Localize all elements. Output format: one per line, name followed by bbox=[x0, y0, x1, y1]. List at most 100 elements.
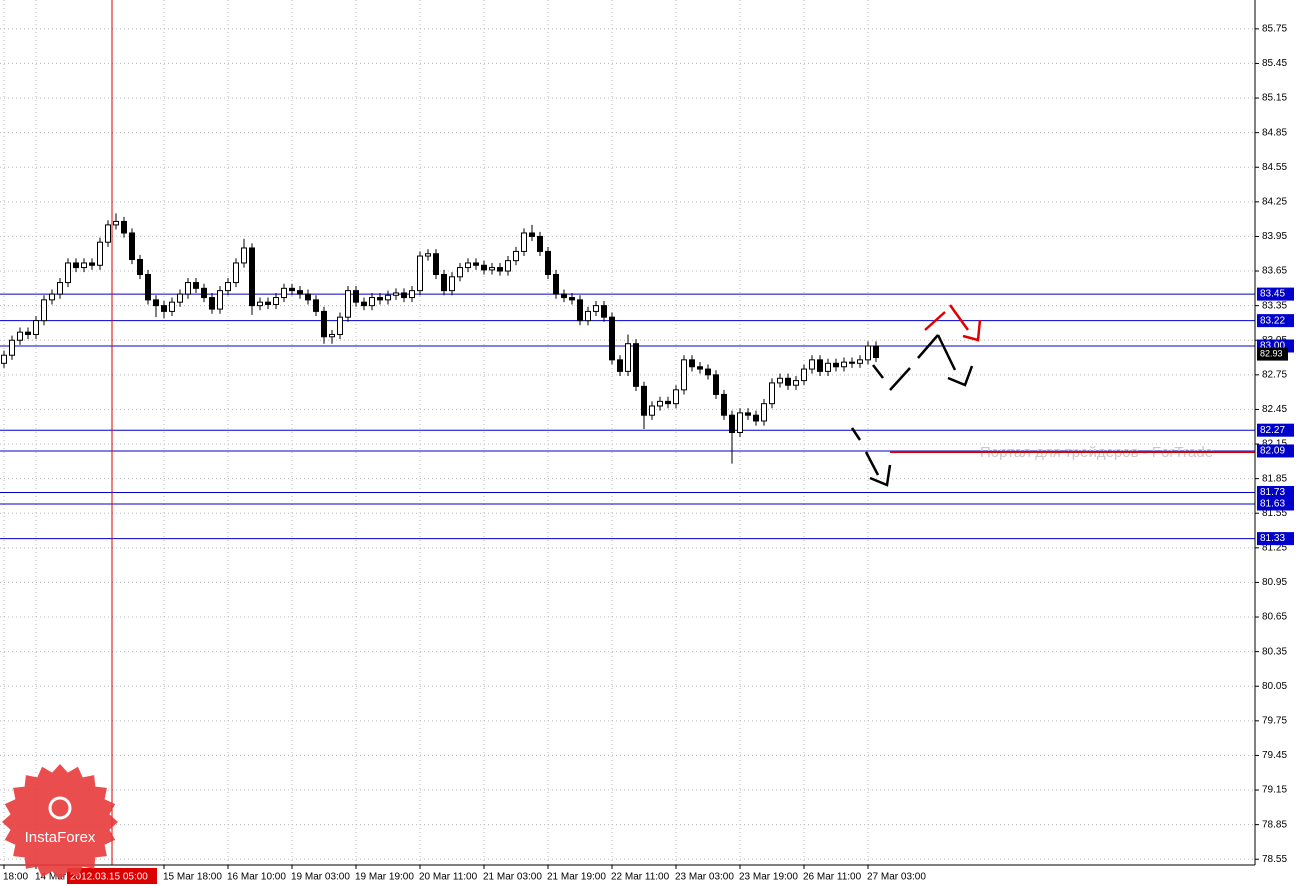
candle-body bbox=[57, 282, 63, 295]
y-tick-label: 81.85 bbox=[1262, 473, 1287, 484]
candle-body bbox=[161, 305, 167, 312]
candle-body bbox=[809, 359, 815, 370]
level-label-box bbox=[1257, 423, 1294, 437]
level-label-box bbox=[1257, 287, 1294, 301]
candle-body bbox=[297, 290, 303, 295]
y-axis-labels: 85.75 85.45 85.15 84.85 84.55 84.25 83.95 83.65… bbox=[1255, 23, 1294, 865]
forecast-black bbox=[850, 334, 974, 487]
candle-body bbox=[233, 262, 239, 284]
forecast-arrow bbox=[947, 365, 974, 387]
candle-body bbox=[49, 293, 55, 301]
crosshair-label: 2012.03.15 05:00 bbox=[70, 872, 148, 883]
candle-body bbox=[505, 260, 511, 272]
y-tick-label: 85.45 bbox=[1262, 58, 1287, 69]
forecast-segment bbox=[872, 364, 884, 379]
candle-body bbox=[193, 282, 199, 289]
candle-body bbox=[89, 262, 95, 266]
crosshair-label-box bbox=[67, 868, 157, 884]
y-tick-label: 85.15 bbox=[1262, 93, 1287, 104]
level-label: 82.09 bbox=[1260, 446, 1285, 457]
candle-body bbox=[793, 380, 799, 386]
candle-body bbox=[433, 253, 439, 275]
candle-body bbox=[601, 305, 607, 318]
level-label-box bbox=[1257, 497, 1294, 511]
candle-body bbox=[513, 250, 519, 262]
candle-body bbox=[41, 299, 47, 322]
y-tick-label: 83.35 bbox=[1262, 300, 1287, 311]
x-tick-label: 27 Mar 03:00 bbox=[867, 872, 926, 883]
forecast-arrow bbox=[962, 319, 982, 342]
y-tick-label: 83.65 bbox=[1262, 266, 1287, 277]
y-tick-label: 82.15 bbox=[1262, 439, 1287, 450]
y-tick-label: 80.65 bbox=[1262, 612, 1287, 623]
candle-body bbox=[817, 359, 823, 372]
candle-body bbox=[217, 290, 223, 310]
candle-body bbox=[777, 377, 783, 384]
forecast-segment bbox=[864, 451, 880, 476]
x-tick-label: 23 Mar 19:00 bbox=[739, 872, 798, 883]
level-label: 81.33 bbox=[1260, 533, 1285, 544]
y-tick-label: 80.95 bbox=[1262, 577, 1287, 588]
candle-body bbox=[665, 400, 671, 405]
candle-body bbox=[529, 232, 535, 237]
candle-body bbox=[153, 299, 159, 307]
candle-body bbox=[585, 310, 591, 322]
x-tick-label: 19 Mar 03:00 bbox=[291, 872, 350, 883]
x-tick-label: 15 Mar 18:00 bbox=[163, 872, 222, 883]
candle-body bbox=[145, 273, 151, 301]
forecast-segment bbox=[924, 311, 946, 331]
candle-body bbox=[673, 389, 679, 405]
candle-body bbox=[721, 393, 727, 416]
candle-body bbox=[329, 333, 335, 338]
candle-body bbox=[489, 267, 495, 271]
candle-body bbox=[113, 220, 119, 226]
candle-body bbox=[321, 310, 327, 338]
candle-body bbox=[873, 345, 879, 359]
candle-body bbox=[729, 414, 735, 434]
level-label: 83.45 bbox=[1260, 289, 1285, 300]
y-tick-label: 84.85 bbox=[1262, 127, 1287, 138]
candle-body bbox=[593, 305, 599, 312]
candle-body bbox=[865, 345, 871, 361]
x-tick-label: 26 Mar 11:00 bbox=[803, 872, 862, 883]
x-tick-label: 14 Mar bbox=[35, 872, 67, 883]
candle-body bbox=[833, 362, 839, 368]
candle-body bbox=[441, 273, 447, 292]
forecast-segment bbox=[917, 334, 939, 359]
candle-body bbox=[201, 287, 207, 299]
level-label-box bbox=[1257, 444, 1294, 458]
x-tick-label: 20 Mar 11:00 bbox=[419, 872, 478, 883]
x-tick-label: 16 Mar 10:00 bbox=[227, 872, 286, 883]
candle-body bbox=[313, 299, 319, 312]
candle-body bbox=[857, 359, 863, 364]
candle-body bbox=[457, 267, 463, 278]
candle-body bbox=[33, 320, 39, 335]
candle-body bbox=[73, 262, 79, 269]
candle-body bbox=[9, 339, 15, 356]
price-label-box bbox=[1257, 347, 1288, 361]
candle-body bbox=[761, 403, 767, 422]
y-tick-label: 80.05 bbox=[1262, 681, 1287, 692]
candle-body bbox=[481, 264, 487, 271]
candle-body bbox=[385, 294, 391, 301]
y-tick-label: 79.45 bbox=[1262, 750, 1287, 761]
forecast-arrow bbox=[869, 464, 892, 487]
candle-body bbox=[569, 297, 575, 301]
y-tick-label: 80.35 bbox=[1262, 646, 1287, 657]
y-tick-label: 85.75 bbox=[1262, 23, 1287, 34]
logo-text: InstaForex bbox=[25, 829, 96, 846]
candle-body bbox=[753, 414, 759, 422]
x-tick-label: 18:00 bbox=[3, 872, 28, 883]
level-label-box bbox=[1257, 485, 1294, 499]
candle-body bbox=[337, 316, 343, 335]
candle-body bbox=[537, 235, 543, 252]
candle-body bbox=[545, 250, 551, 275]
y-tick-label: 81.25 bbox=[1262, 542, 1287, 553]
candle-body bbox=[273, 297, 279, 305]
candle-body bbox=[289, 287, 295, 292]
forecast-red bbox=[924, 304, 982, 342]
candle-body bbox=[353, 290, 359, 303]
candle-body bbox=[713, 374, 719, 395]
candle-body bbox=[625, 343, 631, 372]
candle-body bbox=[345, 290, 351, 318]
